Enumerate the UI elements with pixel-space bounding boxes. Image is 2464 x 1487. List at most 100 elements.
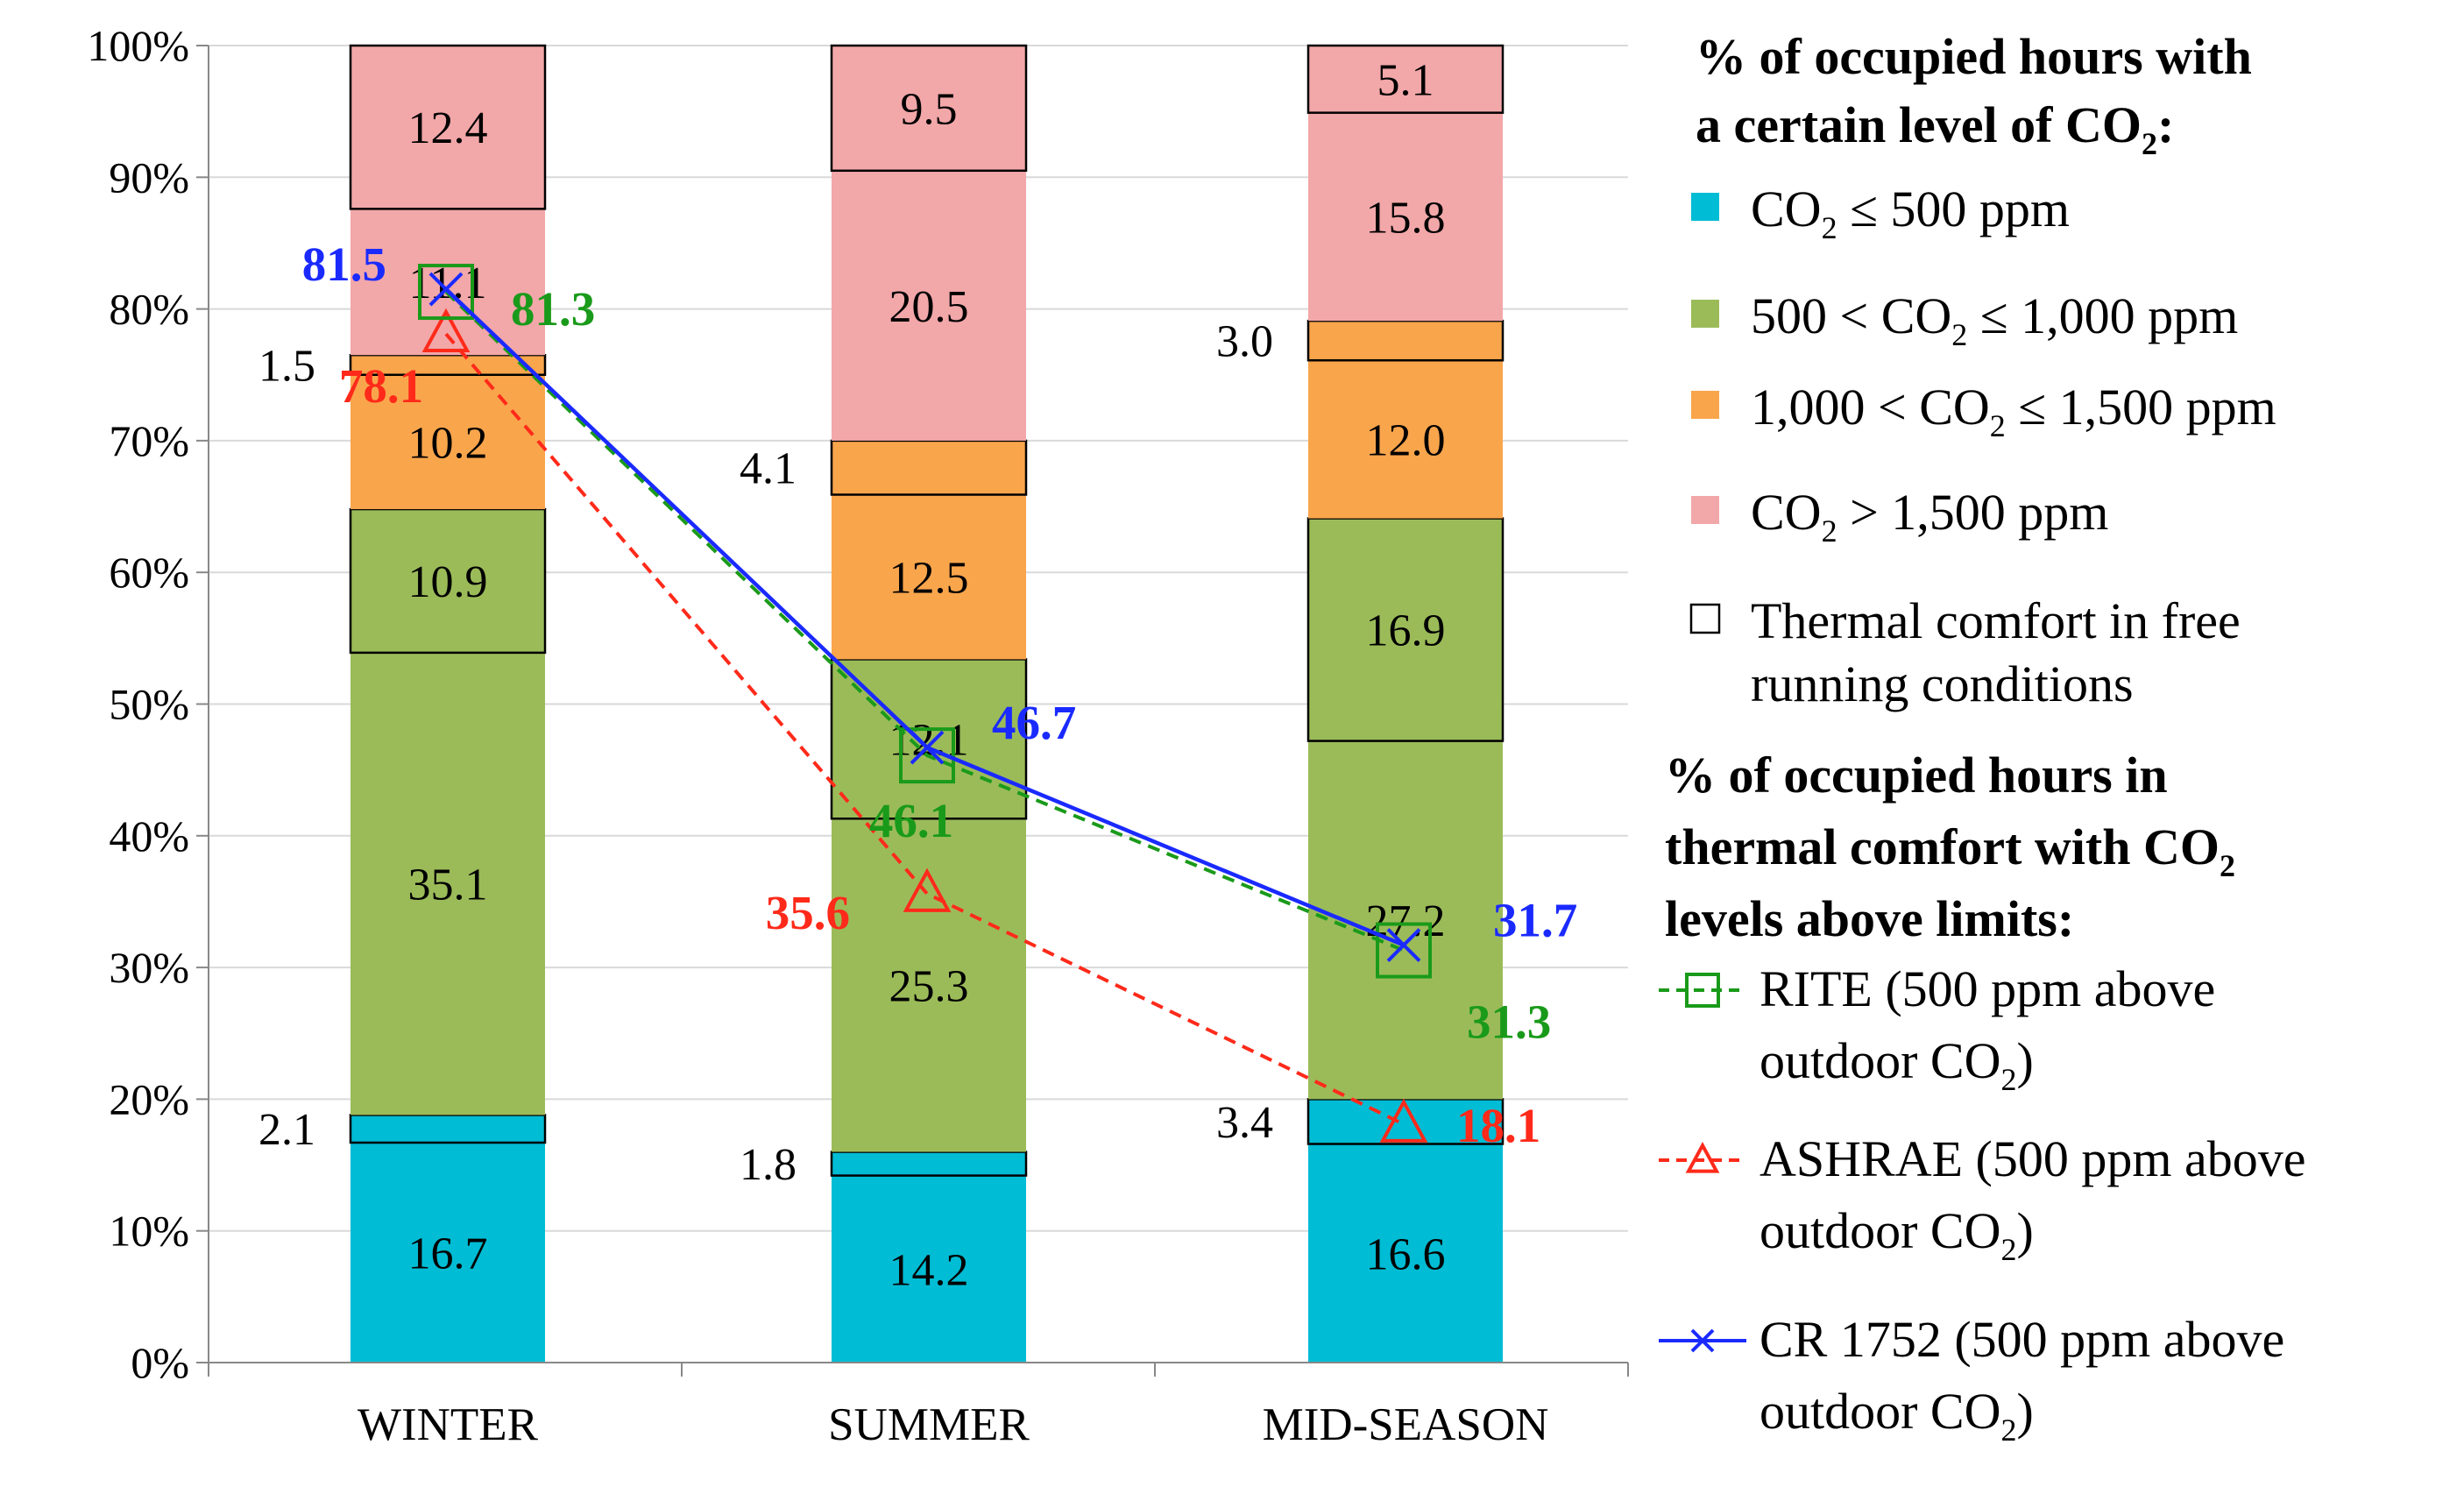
segment-value-label: 9.5 [901,84,958,134]
legend-heading: % of occupied hours in [1665,747,2168,804]
y-tick-label: 50% [109,680,189,729]
legend-item-label: ASHRAE (500 ppm above [1759,1130,2305,1187]
legend-heading: a certain level of CO2: [1696,96,2174,161]
bar-segment-thermal-comfort [830,44,1028,173]
bar-segment [1308,1144,1503,1363]
square-marker [899,727,955,784]
segment-value-label: 25.3 [889,961,969,1011]
x-category-label: SUMMER [828,1399,1030,1450]
bar-segment [350,652,545,1115]
y-tick-label: 30% [109,943,189,992]
triangle-marker [421,308,471,353]
bar-segment [832,1175,1026,1363]
legend-item-label: RITE (500 ppm above [1759,960,2215,1017]
legend-heading: levels above limits: [1665,890,2074,947]
overlay-lines: 81.3 46.1 31.3 78.1 35.6 18.1 81.5 46.7 31.7 [302,237,1578,1152]
y-axis: 0% 10% 20% 30% 40% 50% 60% 70% 80% 90% 100% [87,21,209,1387]
bar-segment-thermal-comfort [830,439,1028,496]
segment-value-label: 16.7 [408,1229,488,1278]
legend-item-label: outdoor CO2) [1759,1383,2034,1448]
y-tick-label: 90% [109,152,189,202]
legend-item-label: 500 < CO2 ≤ 1,000 ppm [1751,287,2238,352]
legend-item-label: Thermal comfort in free [1751,592,2241,649]
bar-segment [832,494,1026,660]
legend-item-label: CO2 ≤ 500 ppm [1751,181,2070,245]
segment-value-label: 14.2 [889,1245,969,1295]
y-tick-label: 10% [109,1207,189,1256]
segment-value-label: 2.1 [258,1105,315,1155]
legend-swatch [1691,391,1719,419]
y-tick-label: 100% [87,21,189,70]
legend-swatch [1691,193,1719,221]
bar-segment-thermal-comfort [349,44,547,210]
bar-segments: 16.72.135.110.910.21.511.112.414.21.825.… [258,44,1505,1363]
bar-segment-thermal-comfort [1306,517,1505,742]
segment-value-label: 3.0 [1216,317,1273,367]
legend-swatch [1691,300,1719,328]
segment-value-label: 5.1 [1377,55,1434,105]
ashrae-value-label: 35.6 [766,886,850,939]
ashrae-line [444,332,1405,1126]
square-marker [418,264,474,321]
y-tick-label: 70% [109,416,189,465]
segment-value-label: 3.4 [1216,1098,1273,1148]
segment-value-label: 12.0 [1366,415,1446,465]
legend-item-label: outdoor CO2) [1759,1202,2034,1267]
bar-segment [350,209,545,356]
x-marker [910,730,945,765]
bar-segment [1308,112,1503,322]
cr1752-value-label: 81.5 [302,237,386,291]
legend: % of occupied hours with a certain level … [1659,28,2305,1448]
bar-segment-thermal-comfort [1306,44,1505,114]
segment-value-label: 15.8 [1366,193,1446,243]
segment-value-label: 35.1 [408,860,488,910]
rite-value-label: 46.1 [869,794,953,847]
legend-item-label: CO2 > 1,500 ppm [1751,484,2108,549]
x-marker [428,272,464,307]
bar-segment-thermal-comfort [349,507,547,655]
bar-segment-thermal-comfort [830,1151,1028,1177]
y-tick-label: 40% [109,811,189,860]
rite-line [444,290,1405,952]
ashrae-value-label: 78.1 [339,359,423,413]
legend-item-label: CR 1752 (500 ppm above [1759,1311,2284,1368]
x-axis: WINTER SUMMER MID-SEASON [208,1362,1629,1450]
y-tick-label: 80% [109,285,189,334]
segment-value-label: 16.9 [1366,606,1446,656]
rite-value-label: 81.3 [511,282,595,336]
segment-value-label: 12.4 [408,103,488,153]
square-marker [1376,922,1432,979]
segment-value-label: 12.5 [889,553,969,603]
segment-value-label: 4.1 [740,444,797,494]
segment-value-label: 1.5 [258,341,315,391]
triangle-marker [903,867,952,912]
x-marker [1386,928,1421,962]
bar-segment [1308,360,1503,519]
ashrae-value-label: 18.1 [1456,1099,1540,1152]
bar-segment-thermal-comfort [349,1114,547,1144]
segment-value-label: 16.6 [1366,1229,1446,1279]
legend-swatch-outline [1689,603,1721,634]
segment-value-label: 10.2 [408,418,488,468]
y-tick-label: 0% [131,1338,189,1387]
cr1752-value-label: 31.7 [1493,894,1577,947]
bar-segment [832,170,1026,441]
legend-item-label: running conditions [1751,655,2134,712]
square-marker [1685,973,1720,1008]
bar-segment [350,374,545,510]
legend-heading: thermal comfort with CO2 [1665,818,2235,883]
x-marker [1690,1328,1715,1353]
bar-segment-thermal-comfort [1306,319,1505,362]
legend-swatch [1691,496,1719,524]
triangle-marker [1379,1098,1428,1143]
legend-heading: % of occupied hours with [1696,28,2252,85]
y-tick-label: 20% [109,1074,189,1123]
cr1752-value-label: 46.7 [992,696,1076,749]
legend-item-label: 1,000 < CO2 ≤ 1,500 ppm [1751,379,2276,443]
bar-segment [350,1142,545,1363]
x-category-label: WINTER [358,1399,539,1450]
y-tick-label: 60% [109,548,189,597]
triangle-marker [1685,1142,1720,1173]
segment-value-label: 1.8 [740,1140,797,1190]
